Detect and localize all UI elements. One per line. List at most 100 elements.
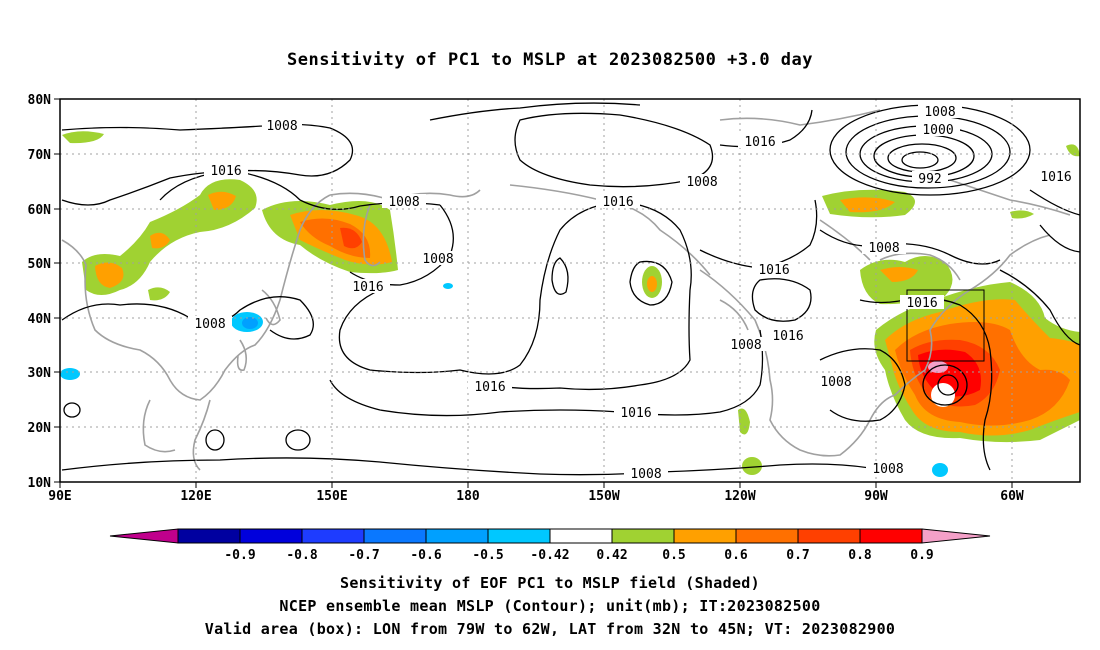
lat-label: 70N [28,148,52,163]
contour-label: 1008 [872,462,903,477]
caption-valid-area: Valid area (box): LON from 79W to 62W, L… [204,620,896,638]
lon-label: 90W [864,489,888,504]
colorbar-label: -0.9 [224,548,255,563]
colorbar-label: 0.7 [786,548,809,563]
contour-label: 1016 [758,263,789,278]
lon-label: 150E [316,489,347,504]
shade-patch [443,283,453,289]
colorbar-box [363,528,427,544]
tick-marks [54,98,1013,488]
shade-patch [82,179,257,295]
colorbar-label: -0.8 [286,548,317,563]
lon-label: 180 [456,489,480,504]
lon-labels: 90E 120E 150E 180 150W 120W 90W 60W [48,489,1024,504]
lat-label: 40N [28,312,52,327]
lat-label: 50N [28,257,52,272]
plot-frame [59,98,1081,483]
lat-label: 10N [28,476,52,491]
contour-label: 1016 [744,135,775,150]
contour-line [285,429,311,451]
contour-line [901,151,939,169]
shade-patch [738,408,750,435]
shade-patch [647,276,657,292]
lat-label: 30N [28,366,52,381]
contour-line [429,102,641,121]
shade-patch [242,317,258,329]
contour-label: 1016 [772,329,803,344]
shade-patch [742,457,762,475]
shade-patch [208,191,236,210]
contour-line [205,429,225,451]
grid-lines [60,99,1080,482]
contour-line [551,257,569,295]
contour-label: 1016 [906,296,937,311]
lat-label: 20N [28,421,52,436]
shade-patch [1066,144,1080,157]
shade-patch [1010,210,1034,219]
contour-line [61,296,314,340]
colorbar-label: 0.42 [596,548,627,563]
colorbar-label: -0.5 [472,548,503,563]
contour-label: 1008 [730,338,761,353]
contour-label: 1008 [868,241,899,256]
contour-label: 1016 [210,164,241,179]
contour-label: 1008 [194,317,225,332]
colorbar-box [177,528,241,544]
shade-patch [928,361,948,373]
contour-label: 1008 [388,195,419,210]
lon-label: 60W [1000,489,1024,504]
lon-label: 90E [48,489,71,504]
shade-patch [340,227,362,249]
colorbar: -0.9 -0.8 -0.7 -0.6 -0.5 -0.42 0.42 0.5 0.6 0.7 0.… [109,528,991,563]
shade-patch [60,368,80,380]
shade-patch [931,383,955,407]
contour-line [61,457,871,476]
colorbar-box [301,528,365,544]
contour-label: 1008 [924,105,955,120]
contour-line [699,199,818,269]
lon-label: 120E [180,489,211,504]
colorbar-box [859,528,923,544]
contour-line [819,229,1001,265]
colorbar-box [611,528,675,544]
contour-line [1039,224,1080,253]
contour-line [999,269,1080,346]
contour-label: 1008 [266,119,297,134]
contour-label: 1008 [686,175,717,190]
contour-line [1029,189,1080,216]
colorbar-high-extend [921,528,991,544]
contour-label: 1000 [922,123,953,138]
contour-label: 1008 [630,467,661,482]
contour-line [63,402,81,418]
sensitivity-shading [60,131,1080,477]
lat-label: 60N [28,203,52,218]
shade-patch [860,256,953,305]
contour-label: 992 [918,172,941,187]
lat-label: 80N [28,93,52,108]
contour-label: 1016 [1040,170,1071,185]
contour-line [629,260,673,306]
colorbar-box [673,528,737,544]
colorbar-label: -0.42 [530,548,569,563]
contour-label: 1008 [820,375,851,390]
contour-line [338,201,692,391]
colorbar-label: 0.5 [662,548,685,563]
colorbar-boxes [177,528,923,544]
contour-label: 1016 [474,380,505,395]
lon-label: 120W [724,489,755,504]
colorbar-label: 0.6 [724,548,748,563]
shade-patch [148,287,170,301]
shade-patch [62,131,104,144]
colorbar-box [735,528,799,544]
colorbar-label: 0.8 [848,548,872,563]
contour-line [937,374,959,396]
colorbar-box [487,528,551,544]
caption-shaded: Sensitivity of EOF PC1 to MSLP field (Sh… [340,574,760,592]
shade-patch [880,267,918,282]
contour-line [922,364,968,406]
map-title: Sensitivity of PC1 to MSLP at 2023082500… [286,50,813,70]
lon-label: 150W [588,489,619,504]
lat-labels: 80N 70N 60N 50N 40N 30N 20N 10N [28,93,52,491]
colorbar-label: 0.9 [910,548,933,563]
valid-area-box [906,289,985,362]
